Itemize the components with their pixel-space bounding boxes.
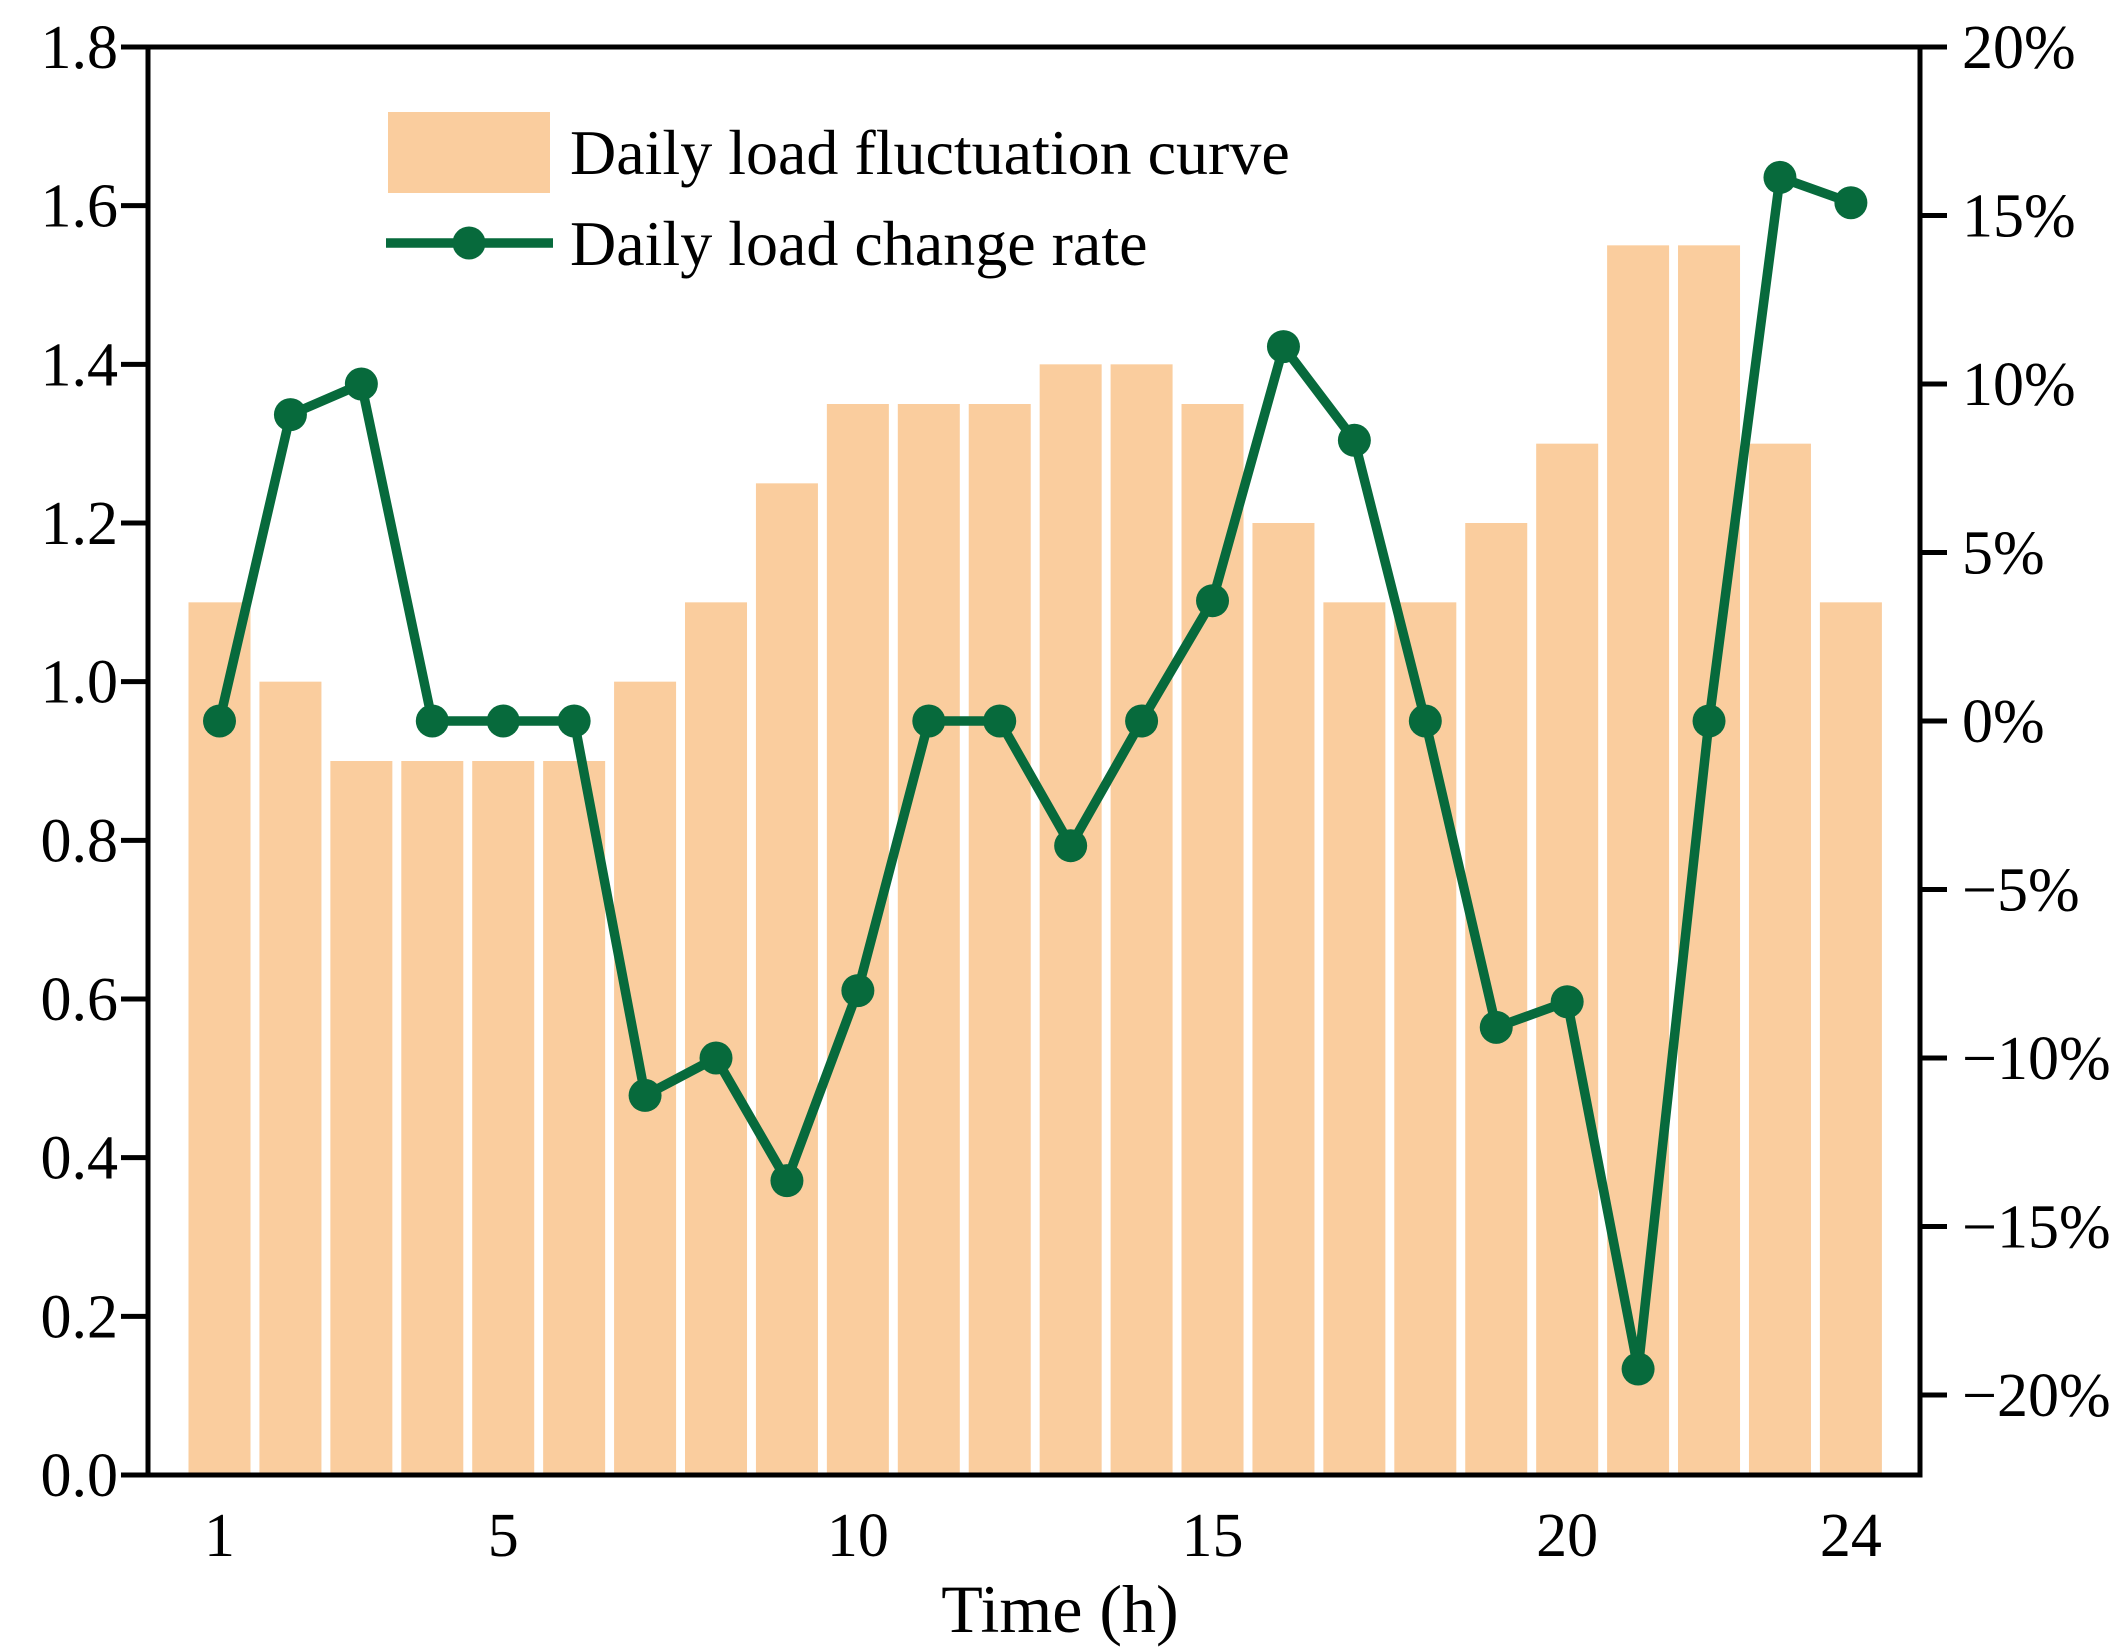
right-axis-ticks <box>1920 44 1947 1398</box>
rate-marker-h3 <box>344 367 378 401</box>
rate-marker-h5 <box>486 704 520 738</box>
right-tick-label--10: −10% <box>1962 1025 2111 1093</box>
load-bar-h14 <box>1110 364 1173 1475</box>
x-tick-label-5: 5 <box>488 1502 519 1570</box>
rate-marker-h14 <box>1125 704 1159 738</box>
rate-marker-h21 <box>1621 1352 1655 1386</box>
load-bar-h6 <box>543 761 606 1475</box>
rate-marker-h17 <box>1337 423 1371 457</box>
rate-marker-h16 <box>1266 330 1300 364</box>
legend-marker-sample-icon <box>452 226 486 260</box>
rate-marker-h24 <box>1834 186 1868 220</box>
legend-bar-swatch-icon <box>388 112 550 193</box>
left-axis-ticks <box>121 44 148 1478</box>
rate-marker-h6 <box>557 704 591 738</box>
rate-marker-h22 <box>1692 704 1726 738</box>
right-axis-tick-labels: 20% 15% 10% 5% 0% −5% −10% −15% −20% <box>1962 14 2111 1430</box>
left-tick-label-0.2: 0.2 <box>41 1283 119 1351</box>
rate-marker-h8 <box>699 1041 733 1075</box>
rate-marker-h19 <box>1479 1010 1513 1044</box>
load-bar-h17 <box>1323 602 1386 1475</box>
load-bar-h13 <box>1039 364 1102 1475</box>
left-tick-label-1.0: 1.0 <box>41 649 119 717</box>
left-tick-label-1.8: 1.8 <box>41 14 119 82</box>
rate-marker-h9 <box>770 1164 804 1198</box>
x-tick-label-15: 15 <box>1182 1502 1244 1570</box>
rate-marker-h23 <box>1763 160 1797 194</box>
left-tick-label-1.6: 1.6 <box>41 173 119 241</box>
rate-marker-h2 <box>273 398 307 432</box>
load-bar-h22 <box>1678 245 1741 1475</box>
rate-marker-h15 <box>1196 584 1230 618</box>
rate-marker-h12 <box>983 704 1017 738</box>
rate-marker-h13 <box>1054 829 1088 863</box>
load-bar-h1 <box>188 602 251 1475</box>
load-bar-h21 <box>1607 245 1670 1475</box>
load-bar-h3 <box>330 761 393 1475</box>
left-tick-label-0.8: 0.8 <box>41 807 119 875</box>
x-tick-label-20: 20 <box>1536 1502 1598 1570</box>
left-tick-label-0.4: 0.4 <box>41 1125 119 1193</box>
legend-label-rate: Daily load change rate <box>570 208 1148 279</box>
rate-marker-h10 <box>841 974 875 1008</box>
load-bar-h18 <box>1394 602 1457 1475</box>
right-tick-label--5: −5% <box>1962 857 2080 925</box>
rate-marker-h7 <box>628 1078 662 1112</box>
legend-label-load: Daily load fluctuation curve <box>570 117 1290 188</box>
load-bar-h16 <box>1252 523 1315 1475</box>
load-bar-h23 <box>1748 443 1811 1476</box>
rate-marker-h18 <box>1408 704 1442 738</box>
load-bar-h5 <box>472 761 535 1475</box>
rate-marker-h20 <box>1550 985 1584 1019</box>
x-tick-label-24: 24 <box>1820 1502 1882 1570</box>
load-bar-h4 <box>401 761 464 1475</box>
plot-frame <box>145 44 1923 1478</box>
rate-marker-h4 <box>415 704 449 738</box>
rate-line <box>214 172 1856 1374</box>
load-bar-h12 <box>968 404 1031 1475</box>
rate-markers-layer <box>203 160 1868 1386</box>
load-bar-h2 <box>259 681 322 1475</box>
rate-marker-h11 <box>912 704 946 738</box>
left-tick-label-1.2: 1.2 <box>41 490 119 558</box>
load-bar-h11 <box>897 404 960 1475</box>
x-axis-tick-labels: 1 5 10 15 20 24 <box>204 1502 1882 1570</box>
right-tick-label-15: 15% <box>1962 183 2076 251</box>
left-axis-tick-labels: 0.0 0.2 0.4 0.6 0.8 1.0 1.2 1.4 1.6 1.8 <box>41 14 119 1510</box>
load-bar-h20 <box>1536 443 1599 1476</box>
right-tick-label-5: 5% <box>1962 520 2045 588</box>
load-bar-h24 <box>1819 602 1882 1475</box>
x-tick-label-10: 10 <box>827 1502 889 1570</box>
left-tick-label-1.4: 1.4 <box>41 331 119 399</box>
left-tick-label-0.6: 0.6 <box>41 966 119 1034</box>
right-tick-label-10: 10% <box>1962 351 2076 419</box>
right-tick-label-20: 20% <box>1962 14 2076 82</box>
load-bar-h10 <box>826 404 889 1475</box>
legend: Daily load fluctuation curve Daily load … <box>386 112 1290 279</box>
load-bar-h15 <box>1181 404 1244 1475</box>
x-axis-label: Time (h) <box>941 1571 1178 1647</box>
right-tick-label-0: 0% <box>1962 688 2045 756</box>
load-bar-h8 <box>685 602 748 1475</box>
load-bars-layer <box>188 245 1882 1476</box>
load-bar-h19 <box>1465 523 1528 1475</box>
left-tick-label-0.0: 0.0 <box>41 1442 119 1510</box>
x-tick-label-1: 1 <box>204 1502 235 1570</box>
right-tick-label--15: −15% <box>1962 1194 2111 1262</box>
rate-marker-h1 <box>203 704 236 738</box>
load-bar-h9 <box>755 483 818 1475</box>
right-tick-label--20: −20% <box>1962 1362 2111 1430</box>
